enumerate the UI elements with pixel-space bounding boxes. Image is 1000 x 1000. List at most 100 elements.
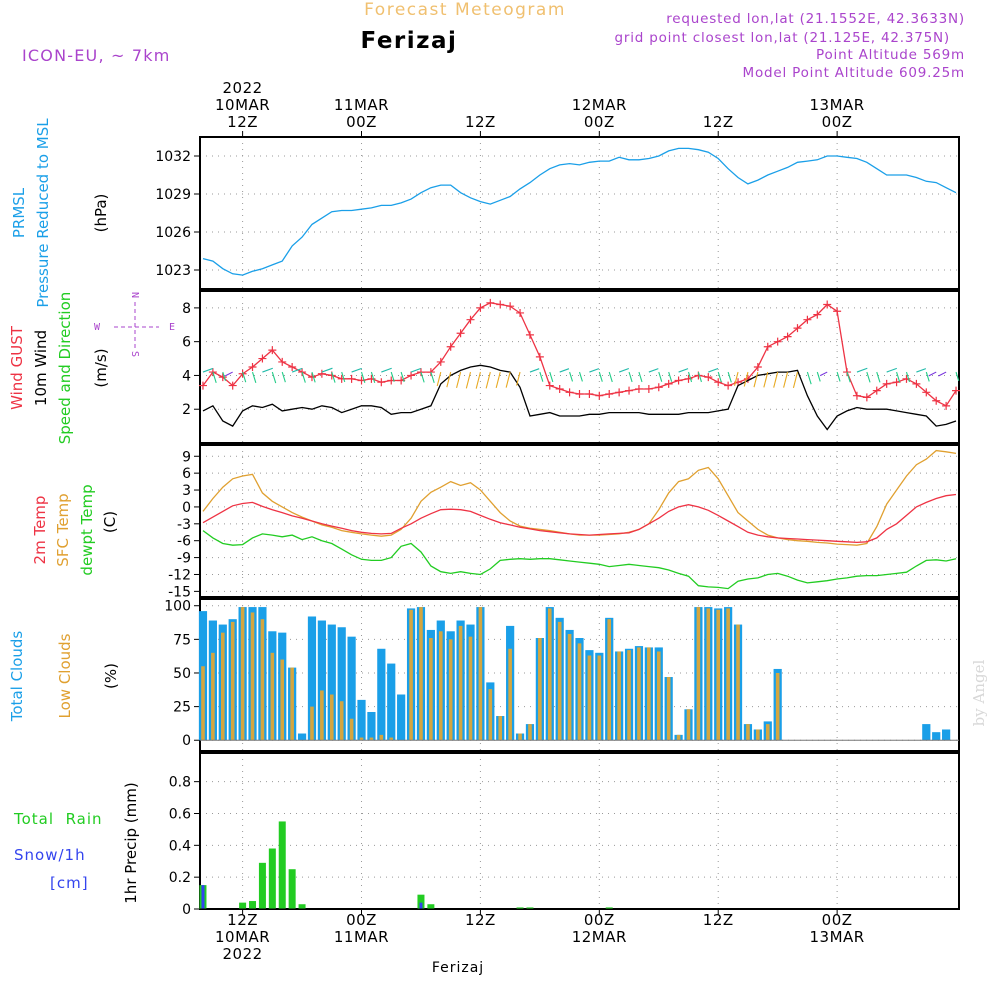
wind-arrow: [836, 371, 841, 382]
gust-marker: [872, 386, 881, 395]
gust-marker: [902, 374, 911, 383]
y-tick-label: 9: [182, 449, 191, 465]
panel-frame: [199, 752, 960, 910]
wind-arrow: [638, 371, 643, 383]
watermark: by Angel: [970, 659, 988, 726]
wind-arrow: [262, 367, 273, 373]
low-cloud-bar: [617, 651, 621, 741]
pressure-msl-label: Pressure Reduced to MSL: [34, 118, 52, 308]
low-cloud-bar: [260, 619, 265, 741]
y-tick-label: 0: [182, 500, 191, 516]
wind-arrow: [668, 371, 673, 382]
wind-arrow: [578, 371, 583, 382]
gust-marker: [268, 346, 277, 355]
y-tick-label: -15: [168, 584, 191, 600]
wind-arrow: [938, 371, 947, 377]
low-cloud-bar: [478, 607, 483, 741]
gust-marker: [317, 369, 326, 378]
low-cloud-bar: [746, 724, 750, 741]
low-cloud-bar: [538, 638, 542, 741]
low-cloud-bar: [736, 624, 740, 741]
gust-marker: [535, 352, 544, 361]
low-cloud-bar: [349, 718, 354, 741]
station-title: Ferizaj: [361, 28, 458, 54]
gust-marker: [753, 363, 762, 371]
gust-marker: [664, 379, 673, 388]
gust-marker: [952, 386, 961, 395]
model-label: ICON-EU, ~ 7km: [22, 46, 171, 65]
wind-arrow: [360, 371, 366, 384]
gust-marker: [307, 373, 316, 382]
wind-arrow: [485, 371, 491, 389]
low-cloud-bar: [656, 651, 661, 741]
low-cloud-bar: [320, 690, 324, 741]
wind-arrow: [618, 368, 630, 373]
low-cloud-bar: [458, 625, 463, 741]
low-cloud-bar: [339, 701, 344, 741]
low-cloud-bar: [201, 666, 205, 741]
low-cloud-bar: [726, 608, 730, 741]
total-cloud-bar: [307, 616, 317, 741]
low-cloud-bar: [528, 724, 532, 741]
time-label: 12MAR: [572, 928, 627, 946]
y-tick-label: 4: [182, 368, 191, 384]
time-label: 10MAR: [215, 928, 270, 946]
gust-marker: [644, 384, 653, 393]
compass-e: E: [169, 322, 175, 333]
low-cloud-bar: [587, 655, 592, 741]
low-cloud-bar: [280, 659, 285, 741]
snow-bar: [419, 902, 423, 909]
footer-station: Ferizaj: [432, 960, 484, 976]
low-cloud-bar: [359, 737, 364, 741]
temp-dewpt-label: dewpt Temp: [78, 484, 96, 575]
low-cloud-bar: [647, 647, 651, 741]
low-cloud-bar: [577, 643, 582, 741]
time-label: 12Z: [465, 911, 496, 929]
low-cloud-bar: [438, 631, 443, 741]
gust-marker: [862, 393, 871, 402]
low-cloud-bar: [498, 716, 503, 741]
time-label: 12Z: [703, 911, 734, 929]
low-cloud-bar: [637, 647, 641, 741]
low-cloud-bar: [220, 632, 225, 741]
rain-bar: [298, 904, 306, 909]
temp-2m-label: 2m Temp: [31, 496, 49, 565]
gust-marker: [813, 310, 822, 319]
gust-marker: [932, 396, 941, 405]
rain-bar: [239, 902, 247, 909]
y-tick-label: 0.6: [169, 806, 191, 822]
pressure-panel-labels: PRMSL Pressure Reduced to MSL (hPa): [10, 118, 110, 308]
low-cloud-bar: [716, 609, 721, 741]
time-label: 12Z: [227, 113, 258, 131]
gust-marker: [198, 381, 207, 390]
total-cloud-bar: [347, 636, 356, 741]
wind-arrow: [955, 371, 960, 381]
y-tick-label: 1023: [155, 263, 191, 279]
low-cloud-bar: [488, 689, 493, 741]
temp-panel-labels: 2m Temp SFC Temp dewpt Temp (C): [31, 484, 119, 575]
wind-arrow: [224, 371, 233, 377]
wind-arrow: [222, 371, 227, 381]
rain-bar: [516, 907, 524, 909]
gust-marker: [585, 390, 594, 399]
wind-arrow: [916, 368, 927, 373]
gust-marker: [516, 308, 525, 317]
wind-arrow: [708, 368, 719, 373]
low-cloud-bar: [567, 633, 572, 741]
gust-marker: [496, 300, 505, 309]
gust-marker: [367, 374, 376, 383]
y-tick-label: 6: [182, 335, 191, 351]
wind-arrow: [773, 371, 779, 388]
wind-arrow: [697, 371, 702, 383]
wind-arrow: [351, 367, 362, 373]
wind-arrow: [410, 368, 421, 373]
wind-arrow: [430, 371, 435, 384]
gust-marker: [724, 381, 733, 390]
y-tick-label: 1032: [155, 149, 191, 165]
low-cloud-bar: [419, 607, 423, 741]
total-cloud-bar: [367, 711, 376, 741]
y-tick-label: -12: [168, 567, 191, 583]
precipitation-panel: 0 0.2 0.4 0.6 0.8: [169, 752, 960, 918]
y-tick-label: 2: [182, 402, 191, 418]
low-cloud-bar: [240, 607, 245, 741]
